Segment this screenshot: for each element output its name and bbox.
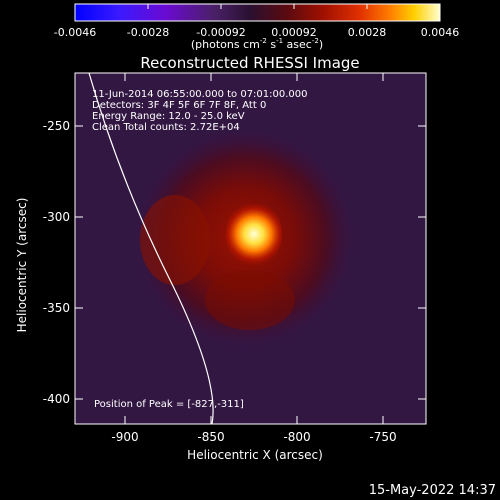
- colorbar-tick-label: 0.0028: [348, 26, 387, 39]
- solar-image: [75, 73, 426, 424]
- x-tick-label: -900: [111, 430, 138, 444]
- emission-core: [226, 200, 282, 268]
- solar-limb-line: [88, 73, 214, 424]
- y-axis-ticks: -250 -300 -350 -400: [43, 119, 426, 406]
- x-axis-label: Heliocentric X (arcsec): [187, 448, 323, 462]
- peak-position-text: Position of Peak = [-827,-311]: [94, 399, 244, 410]
- info-line-time: 11-Jun-2014 06:55:00.000 to 07:01:00.000: [92, 89, 308, 100]
- plot-frame: [74, 72, 427, 425]
- emission-lobe-left: [140, 195, 210, 285]
- info-line-clean: Clean Total counts: 2.72E+04: [92, 122, 240, 133]
- info-block: 11-Jun-2014 06:55:00.000 to 07:01:00.000…: [92, 89, 308, 410]
- colorbar: -0.0046 -0.0028 -0.00092 0.00092 0.0028 0.004…: [54, 3, 459, 51]
- info-line-energy: Energy Range: 12.0 - 25.0 keV: [92, 111, 245, 122]
- x-axis-ticks: -900 -850 -800 -750: [111, 73, 397, 444]
- x-tick-label: -800: [283, 430, 310, 444]
- x-tick-label: -750: [369, 430, 396, 444]
- colorbar-tick-label: 0.00092: [271, 26, 317, 39]
- colorbar-tick-label: 0.0046: [421, 26, 460, 39]
- y-tick-label: -400: [43, 392, 70, 406]
- colorbar-units: (photons cm-2 s-1 asec-2): [191, 37, 323, 51]
- x-tick-label: -850: [197, 430, 224, 444]
- colorbar-tick-label: -0.0046: [54, 26, 96, 39]
- emission-lobe-bottom: [205, 270, 295, 330]
- colorbar-gradient: [74, 3, 441, 22]
- colorbar-ticks: -0.0046 -0.0028 -0.00092 0.00092 0.0028 0.004…: [54, 4, 459, 39]
- y-tick-label: -300: [43, 210, 70, 224]
- y-tick-label: -350: [43, 301, 70, 315]
- info-line-detectors: Detectors: 3F 4F 5F 6F 7F 8F, Att 0: [92, 100, 266, 111]
- y-tick-label: -250: [43, 119, 70, 133]
- y-axis-label: Heliocentric Y (arcsec): [15, 198, 29, 333]
- footer-timestamp: 15-May-2022 14:37: [369, 483, 496, 498]
- colorbar-tick-label: -0.0028: [127, 26, 169, 39]
- plot-title: Reconstructed RHESSI Image: [140, 54, 359, 72]
- colorbar-tick-label: -0.00092: [196, 26, 245, 39]
